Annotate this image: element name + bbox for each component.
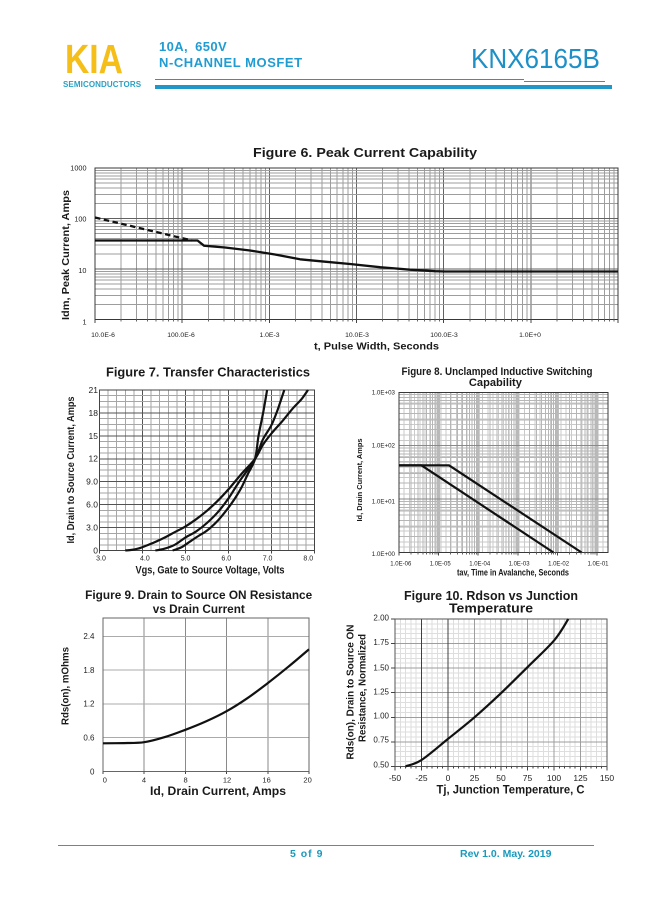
svg-text:125: 125 — [573, 773, 587, 783]
svg-text:15: 15 — [89, 431, 99, 441]
svg-text:4: 4 — [142, 776, 146, 785]
svg-text:2.4: 2.4 — [83, 632, 95, 641]
svg-text:Figure 8. Unclamped Inductive: Figure 8. Unclamped Inductive Switching — [402, 366, 593, 378]
svg-text:1: 1 — [82, 317, 86, 326]
svg-text:100.0E-3: 100.0E-3 — [430, 332, 458, 339]
svg-text:16: 16 — [262, 776, 270, 785]
svg-text:Id, Drain to Source Current, A: Id, Drain to Source Current, Amps — [66, 396, 77, 543]
svg-text:100.0E-6: 100.0E-6 — [167, 332, 195, 339]
svg-text:Capability: Capability — [469, 377, 523, 389]
svg-text:Id, Drain Current, Amps: Id, Drain Current, Amps — [355, 439, 364, 522]
svg-text:Id, Drain Current, Amps: Id, Drain Current, Amps — [150, 786, 286, 798]
svg-text:Figure 7. Transfer Characteris: Figure 7. Transfer Characteristics — [106, 365, 310, 380]
svg-text:50: 50 — [496, 773, 506, 783]
svg-text:1.0E-04: 1.0E-04 — [469, 561, 491, 567]
svg-text:10.0E-6: 10.0E-6 — [91, 332, 115, 339]
svg-text:9.0: 9.0 — [86, 477, 98, 487]
svg-text:Resistance, Normalized: Resistance, Normalized — [357, 634, 368, 742]
svg-text:-50: -50 — [389, 773, 402, 783]
svg-text:6.0: 6.0 — [86, 500, 98, 510]
svg-text:12: 12 — [223, 776, 231, 785]
svg-text:Figure 6. Peak Current Capabil: Figure 6. Peak Current Capability — [253, 145, 478, 160]
svg-text:1.0E-3: 1.0E-3 — [259, 332, 279, 339]
svg-text:-25: -25 — [415, 773, 428, 783]
svg-text:0: 0 — [93, 545, 98, 555]
svg-text:Vgs, Gate to Source Voltage, V: Vgs, Gate to Source Voltage, Volts — [136, 565, 285, 577]
svg-text:Rds(on), mOhms: Rds(on), mOhms — [61, 647, 72, 725]
svg-text:1.50: 1.50 — [373, 663, 389, 672]
svg-text:2.00: 2.00 — [373, 613, 389, 622]
svg-text:4.0: 4.0 — [140, 556, 150, 563]
svg-text:10: 10 — [78, 266, 86, 275]
svg-text:20: 20 — [303, 776, 311, 785]
svg-text:1.75: 1.75 — [373, 638, 389, 647]
svg-text:0: 0 — [446, 773, 451, 783]
svg-text:150: 150 — [600, 773, 614, 783]
svg-text:Rds(on), Drain to Source ON: Rds(on), Drain to Source ON — [346, 625, 357, 760]
svg-text:0.6: 0.6 — [83, 734, 95, 743]
svg-text:3.0: 3.0 — [96, 556, 106, 563]
svg-text:1.2: 1.2 — [83, 700, 95, 709]
svg-text:1000: 1000 — [70, 164, 86, 173]
svg-text:vs Drain Current: vs Drain Current — [153, 604, 245, 616]
svg-text:8: 8 — [184, 776, 188, 785]
svg-text:1.8: 1.8 — [83, 666, 95, 675]
svg-text:0: 0 — [90, 767, 95, 776]
svg-text:Temperature: Temperature — [449, 602, 533, 616]
svg-text:1.0E+0: 1.0E+0 — [519, 332, 541, 339]
svg-text:18: 18 — [89, 408, 99, 418]
svg-text:7.0: 7.0 — [263, 556, 273, 563]
svg-text:1.0E-02: 1.0E-02 — [548, 561, 570, 567]
svg-text:1.0E+01: 1.0E+01 — [372, 499, 396, 506]
svg-text:1.0E-06: 1.0E-06 — [390, 561, 412, 567]
svg-text:0.50: 0.50 — [373, 760, 389, 769]
svg-text:6.0: 6.0 — [221, 556, 231, 563]
svg-text:0: 0 — [103, 776, 107, 785]
svg-text:1.0E+02: 1.0E+02 — [372, 443, 396, 450]
svg-text:10.0E-3: 10.0E-3 — [345, 332, 369, 339]
svg-text:Tj, Junction Temperature, C: Tj, Junction Temperature, C — [437, 783, 585, 797]
svg-text:1.0E-01: 1.0E-01 — [587, 561, 609, 567]
svg-text:25: 25 — [470, 773, 480, 783]
svg-text:75: 75 — [523, 773, 533, 783]
svg-text:0.75: 0.75 — [373, 736, 389, 745]
svg-text:1.0E-05: 1.0E-05 — [430, 561, 452, 567]
svg-text:1.25: 1.25 — [373, 687, 389, 696]
svg-text:100: 100 — [547, 773, 561, 783]
svg-text:Idm, Peak Current, Amps: Idm, Peak Current, Amps — [60, 190, 72, 320]
svg-text:100: 100 — [74, 214, 86, 223]
svg-text:12: 12 — [89, 454, 99, 464]
svg-text:Figure 10. Rdson vs Junction: Figure 10. Rdson vs Junction — [404, 589, 578, 603]
svg-text:t, Pulse Width, Seconds: t, Pulse Width, Seconds — [314, 341, 439, 353]
svg-text:1.0E+00: 1.0E+00 — [372, 551, 396, 558]
svg-text:1.0E-03: 1.0E-03 — [509, 561, 531, 567]
svg-text:8.0: 8.0 — [303, 556, 313, 563]
svg-text:5.0: 5.0 — [181, 556, 191, 563]
svg-text:1.0E+03: 1.0E+03 — [372, 390, 396, 397]
svg-text:1.00: 1.00 — [373, 712, 389, 721]
svg-text:Figure 9. Drain to Source ON R: Figure 9. Drain to Source ON Resistance — [85, 590, 312, 602]
svg-text:21: 21 — [89, 385, 99, 395]
svg-text:3.0: 3.0 — [86, 523, 98, 533]
svg-text:tav, Time in Avalanche, Second: tav, Time in Avalanche, Seconds — [457, 568, 569, 578]
